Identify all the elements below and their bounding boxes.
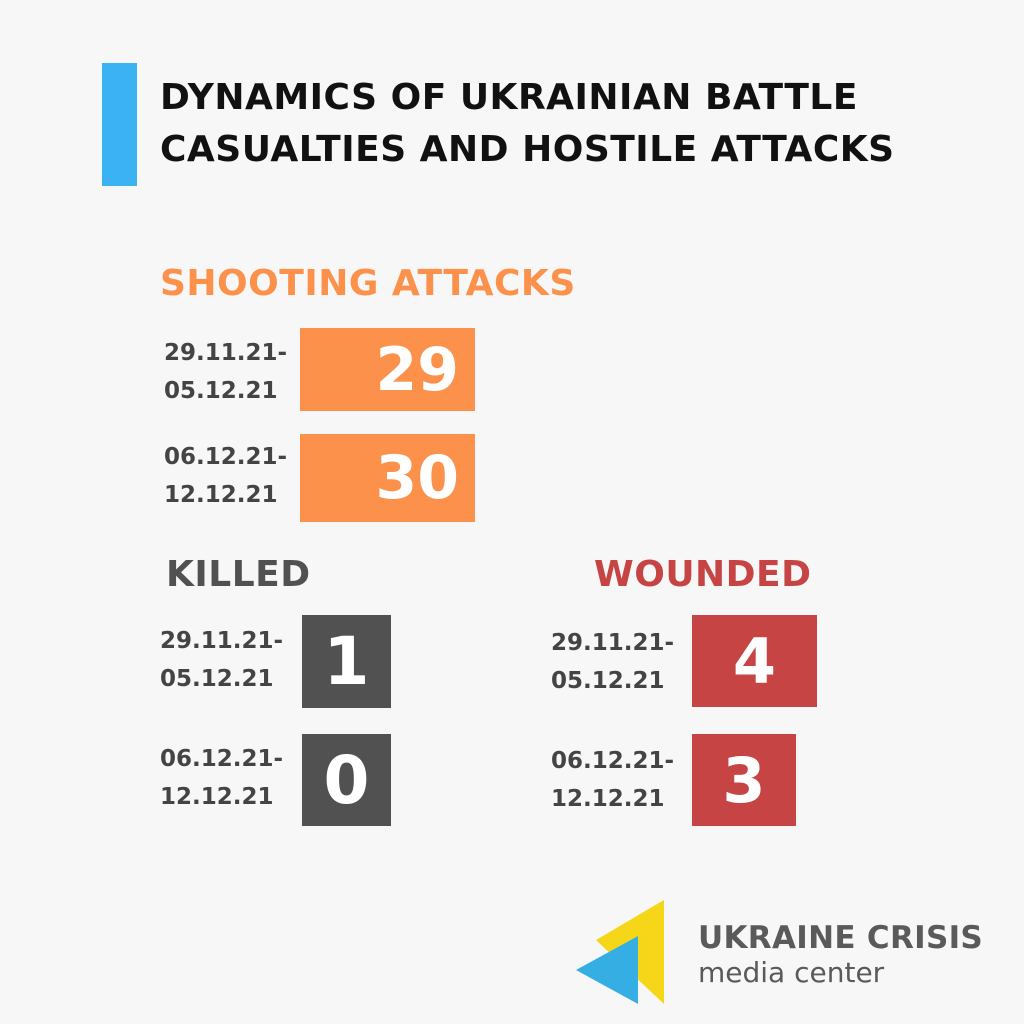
page-title: DYNAMICS OF UKRAINIAN BATTLE CASUALTIES …: [160, 72, 1000, 176]
logo-blue-shape: [576, 936, 638, 1004]
period-start: 29.11.21-: [164, 340, 288, 366]
killed-value-box: 1: [302, 615, 391, 708]
period-end: 12.12.21: [164, 482, 278, 508]
period-end: 05.12.21: [160, 666, 274, 692]
wounded-period-2: 06.12.21- 12.12.21: [551, 742, 674, 818]
shooting-value-box: 29: [300, 328, 475, 411]
shooting-value: 29: [375, 334, 460, 405]
logo-title: UKRAINE CRISIS: [698, 920, 984, 956]
logo-wordmark: UKRAINE CRISIS media center: [698, 918, 983, 988]
period-start: 06.12.21-: [160, 746, 284, 772]
logo-subtitle: media center: [698, 956, 885, 989]
period-start: 06.12.21-: [551, 748, 675, 774]
title-line-1: DYNAMICS OF UKRAINIAN BATTLE: [160, 77, 858, 118]
killed-value: 1: [323, 623, 370, 700]
shooting-attacks-heading: SHOOTING ATTACKS: [160, 263, 576, 304]
period-end: 12.12.21: [551, 786, 665, 812]
killed-value: 0: [323, 741, 370, 819]
title-accent-bar: [102, 63, 137, 186]
killed-period-1: 29.11.21- 05.12.21: [160, 622, 283, 698]
ukraine-crisis-logo-icon: [576, 900, 664, 1004]
killed-period-2: 06.12.21- 12.12.21: [160, 740, 283, 816]
wounded-heading: WOUNDED: [594, 554, 812, 595]
shooting-period-2: 06.12.21- 12.12.21: [164, 438, 287, 514]
killed-value-box: 0: [302, 734, 391, 826]
shooting-period-1: 29.11.21- 05.12.21: [164, 334, 287, 410]
wounded-value: 4: [732, 624, 777, 698]
period-start: 06.12.21-: [164, 444, 288, 470]
period-end: 05.12.21: [551, 668, 665, 694]
period-start: 29.11.21-: [160, 628, 284, 654]
period-end: 12.12.21: [160, 784, 274, 810]
wounded-value: 3: [722, 743, 766, 817]
wounded-value-box: 4: [692, 615, 817, 707]
shooting-value: 30: [375, 443, 460, 513]
wounded-period-1: 29.11.21- 05.12.21: [551, 624, 674, 700]
period-end: 05.12.21: [164, 378, 278, 404]
killed-heading: KILLED: [166, 554, 311, 595]
title-line-2: CASUALTIES AND HOSTILE ATTACKS: [160, 129, 895, 170]
shooting-value-box: 30: [300, 434, 475, 522]
wounded-value-box: 3: [692, 734, 796, 826]
period-start: 29.11.21-: [551, 630, 675, 656]
